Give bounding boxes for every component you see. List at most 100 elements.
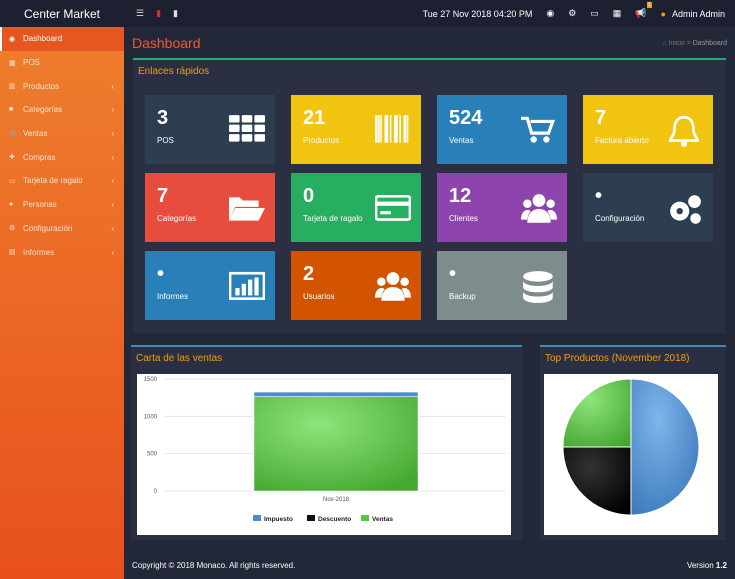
sidebar-item-label: Dashboard [23, 34, 63, 44]
tile-backup[interactable]: • Backup [437, 251, 567, 320]
legend-label: Descuento [318, 516, 351, 523]
bell-icon [668, 115, 700, 147]
tile-factura-abierto[interactable]: 7 Factura abierto [583, 95, 713, 164]
sidebar: ◉ Dashboard ▦ POS ▥ Productos ‹ ■ Categorías ‹ 🛒 Ve… [0, 27, 124, 579]
tile-value: 2 [303, 263, 315, 285]
sidebar-item-categor-as[interactable]: ■ Categorías ‹ [0, 98, 124, 122]
sidebar-item-dashboard[interactable]: ◉ Dashboard [0, 27, 124, 51]
y-tick-label: 1000 [144, 414, 158, 420]
user-name[interactable]: Admin Admin [671, 8, 725, 19]
tile-clientes[interactable]: 12 Clientes [437, 173, 567, 242]
folder-icon: ■ [9, 106, 14, 114]
tile-value: 12 [449, 185, 472, 207]
version-label: Version [686, 561, 714, 570]
tile-pos[interactable]: 3 POS [145, 95, 275, 164]
sidebar-item-label: Categorías [23, 105, 63, 115]
sidebar-item-label: Tarjeta de ragalo [23, 176, 83, 186]
tile-label: Usuarios [303, 292, 335, 301]
sidebar-item-compras[interactable]: ✚ Compras ‹ [0, 145, 124, 169]
tile-value: 7 [595, 107, 607, 129]
tile-value: 524 [449, 107, 483, 129]
panel-title: Enlaces rápidos [138, 66, 210, 77]
notification-badge: 1 [646, 2, 652, 8]
tile-value: • [157, 263, 165, 285]
bullhorn-icon[interactable]: 📢 1 [635, 2, 652, 18]
sidebar-item-informes[interactable]: ▤ Informes ‹ [0, 240, 124, 264]
chart-icon [229, 271, 265, 300]
tile-label: Categorías [157, 214, 197, 223]
panel-title: Top Productos (November 2018) [545, 353, 690, 364]
breadcrumb-current: Dashboard [692, 40, 727, 47]
sidebar-item-ventas[interactable]: 🛒 Ventas ‹ [0, 122, 124, 146]
y-tick-label: 0 [154, 489, 158, 495]
tile-value: 3 [157, 107, 169, 129]
tile-tarjeta-de-ragalo[interactable]: 0 Tarjeta de ragalo [291, 173, 421, 242]
chevron-left-icon: ‹ [111, 81, 114, 91]
credit-card-icon [375, 194, 411, 221]
grid-icon[interactable]: ▦ [612, 8, 622, 18]
page-title: Dashboard [132, 35, 201, 51]
chevron-left-icon: ‹ [111, 223, 114, 233]
tile-label: Productos [303, 136, 340, 145]
tile-value: • [449, 263, 457, 285]
flag-icon[interactable]: ▮ [156, 8, 162, 18]
quick-links-panel: Enlaces rápidos 3 POS 21 Productos 524 Ventas… [133, 58, 726, 333]
sidebar-item-tarjeta-de-ragalo[interactable]: ▭ Tarjeta de ragalo ‹ [0, 169, 124, 193]
sidebar-item-pos[interactable]: ▦ POS [0, 51, 124, 75]
top-products-panel: Top Productos (November 2018) [540, 345, 726, 540]
sidebar-item-productos[interactable]: ▥ Productos ‹ [0, 74, 124, 98]
user-avatar[interactable]: ● [660, 8, 666, 19]
bar-ventas [253, 396, 419, 492]
sidebar-item-label: Productos [23, 81, 60, 91]
gears-icon [670, 195, 701, 224]
folder-icon [229, 197, 265, 221]
breadcrumb: ⌂ Inicio > Dashboard [662, 40, 727, 47]
dashboard-icon[interactable]: ◉ [546, 8, 555, 18]
tile-label: Tarjeta de ragalo [303, 214, 363, 223]
pie-slice [562, 446, 632, 516]
tile-label: Informes [157, 292, 189, 301]
legend-label: Impuesto [264, 516, 293, 523]
version-number: 1.2 [715, 561, 727, 570]
sales-chart: 0 500 1000 1500 Nov-2018 Impuesto Descuento Ven… [137, 374, 511, 535]
topbar: Center Market ☰ ▮ ▮ Tue 27 Nov 2018 04:2… [0, 0, 735, 27]
sales-chart-panel: Carta de las ventas 0 500 1000 1500 Nov-2018… [131, 345, 522, 540]
chart-icon: ▤ [9, 249, 16, 257]
tile-label: Factura abierto [595, 136, 649, 145]
panel-title: Carta de las ventas [136, 353, 223, 364]
tile-label: Backup [449, 292, 476, 301]
legend-label: Ventas [372, 516, 393, 523]
calculator-icon[interactable]: ▮ [173, 8, 178, 18]
tile-usuarios[interactable]: 2 Usuarios [291, 251, 421, 320]
gears-icon[interactable]: ⚙ [568, 8, 577, 18]
sidebar-item-configuraci-n[interactable]: ⚙ Configuración ‹ [0, 217, 124, 241]
breadcrumb-home[interactable]: Inicio [668, 40, 685, 47]
brand[interactable]: Center Market [23, 6, 101, 21]
tile-value: 0 [303, 185, 315, 207]
menu-toggle-icon[interactable]: ☰ [136, 8, 145, 18]
cart-icon [521, 116, 556, 143]
tile-configuraci-n[interactable]: • Configuración [583, 173, 713, 242]
chevron-left-icon: ‹ [111, 200, 114, 210]
tile-informes[interactable]: • Informes [145, 251, 275, 320]
credit-card-icon: ▭ [9, 177, 16, 185]
users-icon [375, 272, 411, 301]
sidebar-item-label: POS [23, 58, 40, 68]
sidebar-item-label: Configuración [23, 223, 73, 233]
sidebar-item-personas[interactable]: ● Personas ‹ [0, 193, 124, 217]
tile-label: Configuración [595, 214, 645, 223]
pie-slice [630, 378, 700, 516]
pie-slice [562, 378, 632, 448]
grid-icon: ▦ [9, 59, 16, 67]
dashboard-icon: ◉ [9, 35, 16, 43]
tile-categor-as[interactable]: 7 Categorías [145, 173, 275, 242]
users-icon: ● [9, 201, 14, 209]
tile-label: Clientes [449, 214, 478, 223]
tile-value: 21 [303, 107, 326, 129]
users-icon [521, 194, 557, 223]
tile-ventas[interactable]: 524 Ventas [437, 95, 567, 164]
bar-impuesto [253, 391, 419, 397]
plus-icon: ✚ [9, 154, 15, 162]
monitor-icon[interactable]: ▭ [590, 8, 599, 18]
tile-productos[interactable]: 21 Productos [291, 95, 421, 164]
